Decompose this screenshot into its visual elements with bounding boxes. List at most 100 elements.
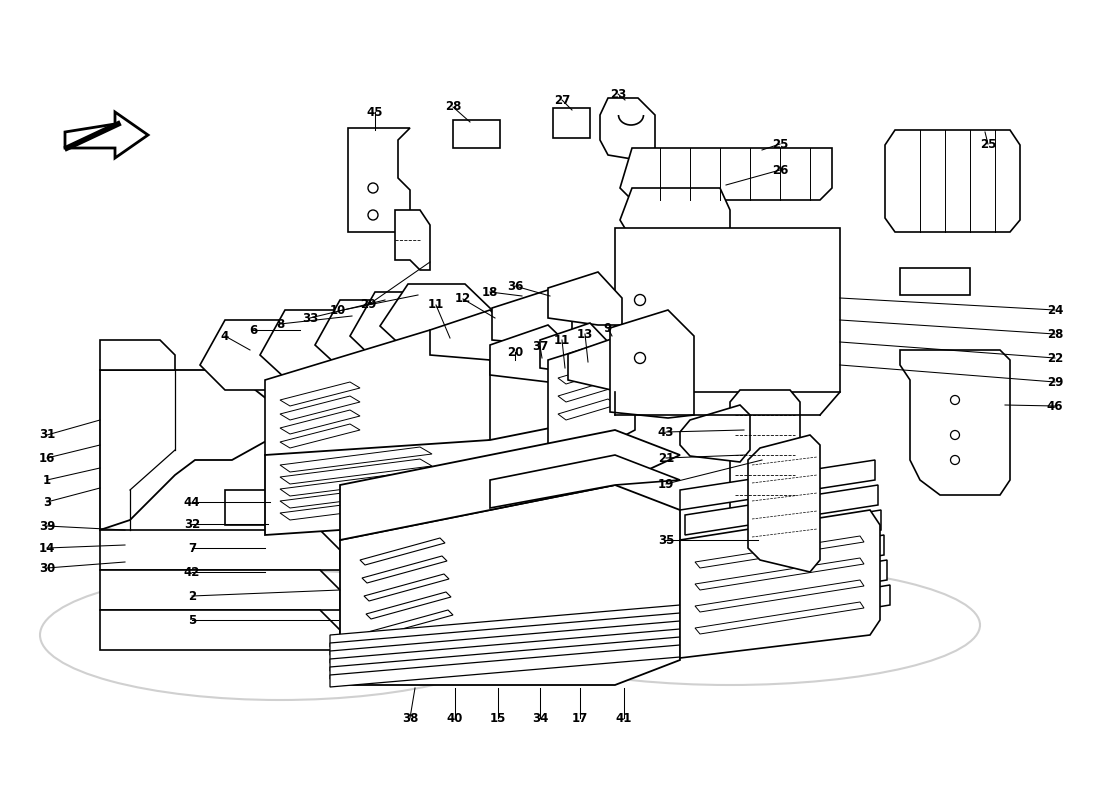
Polygon shape (100, 610, 340, 650)
Text: 42: 42 (184, 566, 200, 578)
Polygon shape (200, 320, 310, 390)
Polygon shape (315, 300, 425, 368)
Text: 29: 29 (360, 298, 376, 311)
Text: 32: 32 (184, 518, 200, 530)
Text: 15: 15 (490, 711, 506, 725)
Polygon shape (900, 350, 1010, 495)
Text: 4: 4 (221, 330, 229, 342)
Text: 8: 8 (276, 318, 284, 330)
Polygon shape (600, 98, 654, 160)
Polygon shape (65, 112, 148, 158)
Polygon shape (900, 268, 970, 295)
Text: 34: 34 (531, 711, 548, 725)
Text: 3: 3 (43, 495, 51, 509)
Text: 27: 27 (554, 94, 570, 106)
Text: 11: 11 (428, 298, 444, 311)
Text: 6: 6 (249, 323, 257, 337)
Polygon shape (348, 128, 410, 232)
Text: 37: 37 (532, 339, 548, 353)
Polygon shape (540, 323, 612, 375)
Text: 28: 28 (1047, 327, 1064, 341)
Polygon shape (553, 108, 590, 138)
Text: 7: 7 (188, 542, 196, 554)
Text: 44: 44 (184, 495, 200, 509)
Polygon shape (453, 120, 500, 148)
Polygon shape (330, 605, 680, 647)
Polygon shape (265, 415, 615, 535)
Text: 23: 23 (609, 87, 626, 101)
Text: 39: 39 (39, 519, 55, 533)
Polygon shape (330, 621, 680, 663)
Polygon shape (340, 485, 680, 685)
Text: 26: 26 (772, 163, 789, 177)
Polygon shape (748, 435, 820, 572)
Polygon shape (548, 340, 635, 448)
Text: 22: 22 (1047, 351, 1063, 365)
Text: 11: 11 (554, 334, 570, 346)
Text: 13: 13 (576, 327, 593, 341)
Text: 14: 14 (39, 542, 55, 554)
Polygon shape (340, 430, 680, 540)
Text: 46: 46 (1047, 399, 1064, 413)
Text: 16: 16 (39, 451, 55, 465)
Text: 35: 35 (658, 534, 674, 546)
Polygon shape (548, 272, 621, 325)
Text: eurospares: eurospares (133, 615, 327, 645)
Polygon shape (620, 148, 832, 200)
Polygon shape (350, 292, 460, 360)
Polygon shape (680, 510, 880, 658)
Polygon shape (265, 330, 490, 460)
Text: 2: 2 (188, 590, 196, 602)
Text: 21: 21 (658, 451, 674, 465)
Polygon shape (886, 130, 1020, 232)
Text: 12: 12 (455, 293, 471, 306)
Polygon shape (100, 340, 175, 370)
Polygon shape (395, 210, 430, 270)
Text: 29: 29 (1047, 375, 1064, 389)
Polygon shape (730, 390, 800, 522)
Text: 33: 33 (301, 311, 318, 325)
Text: 31: 31 (39, 429, 55, 442)
Polygon shape (430, 310, 515, 360)
Polygon shape (615, 228, 840, 392)
Text: 40: 40 (447, 711, 463, 725)
Text: 9: 9 (604, 322, 612, 334)
Polygon shape (260, 310, 365, 378)
Text: 19: 19 (658, 478, 674, 490)
Polygon shape (100, 530, 340, 570)
Text: 18: 18 (482, 286, 498, 298)
Text: 17: 17 (572, 711, 588, 725)
Polygon shape (680, 460, 874, 510)
Text: 41: 41 (616, 711, 632, 725)
Text: 10: 10 (330, 305, 346, 318)
Text: 45: 45 (366, 106, 383, 118)
Polygon shape (490, 325, 572, 382)
Polygon shape (690, 510, 881, 560)
Polygon shape (100, 570, 340, 610)
Text: 25: 25 (772, 138, 789, 150)
Text: 1: 1 (43, 474, 51, 486)
Polygon shape (620, 188, 730, 250)
Polygon shape (705, 585, 890, 635)
Text: 20: 20 (507, 346, 524, 358)
Polygon shape (330, 637, 680, 679)
Polygon shape (379, 284, 492, 352)
Polygon shape (700, 560, 887, 610)
Polygon shape (226, 490, 295, 525)
Text: 30: 30 (39, 562, 55, 574)
Text: 28: 28 (444, 101, 461, 114)
Text: eurospares: eurospares (604, 566, 796, 594)
Text: 36: 36 (507, 279, 524, 293)
Polygon shape (330, 613, 680, 655)
Text: 43: 43 (658, 426, 674, 438)
Polygon shape (568, 336, 644, 392)
Polygon shape (330, 629, 680, 671)
Polygon shape (610, 310, 694, 418)
Polygon shape (685, 485, 878, 535)
Text: 25: 25 (980, 138, 997, 150)
Polygon shape (695, 535, 884, 585)
Polygon shape (490, 455, 680, 508)
Text: 24: 24 (1047, 303, 1064, 317)
Polygon shape (100, 370, 268, 530)
Text: 38: 38 (402, 711, 418, 725)
